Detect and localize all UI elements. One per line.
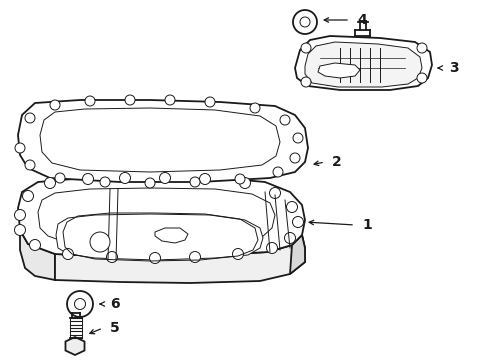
Circle shape (293, 133, 303, 143)
Circle shape (267, 243, 277, 253)
Polygon shape (56, 214, 263, 260)
Circle shape (55, 173, 65, 183)
Polygon shape (295, 36, 432, 90)
Polygon shape (18, 177, 305, 257)
Circle shape (240, 177, 250, 189)
Circle shape (232, 248, 244, 260)
Polygon shape (318, 63, 360, 78)
Circle shape (25, 160, 35, 170)
Circle shape (106, 252, 118, 262)
Circle shape (15, 143, 25, 153)
Circle shape (82, 174, 94, 185)
Circle shape (301, 43, 311, 53)
Polygon shape (18, 100, 308, 182)
Circle shape (417, 43, 427, 53)
Circle shape (160, 172, 171, 184)
Circle shape (235, 174, 245, 184)
Polygon shape (66, 337, 85, 355)
Text: 4: 4 (357, 13, 367, 27)
Circle shape (285, 233, 295, 243)
Circle shape (29, 239, 41, 251)
Circle shape (280, 115, 290, 125)
Circle shape (290, 153, 300, 163)
Circle shape (300, 17, 310, 27)
Circle shape (149, 252, 161, 264)
Polygon shape (55, 235, 305, 283)
Text: 5: 5 (110, 321, 120, 335)
Circle shape (250, 103, 260, 113)
Polygon shape (305, 42, 422, 87)
Circle shape (100, 177, 110, 187)
Circle shape (25, 113, 35, 123)
Circle shape (417, 73, 427, 83)
Circle shape (45, 177, 55, 189)
Text: 1: 1 (362, 218, 372, 232)
Circle shape (50, 100, 60, 110)
Circle shape (67, 291, 93, 317)
Circle shape (205, 97, 215, 107)
Polygon shape (20, 230, 55, 280)
Circle shape (63, 248, 74, 260)
Circle shape (125, 95, 135, 105)
Polygon shape (40, 108, 280, 172)
Circle shape (190, 252, 200, 262)
Polygon shape (38, 188, 275, 246)
Circle shape (145, 178, 155, 188)
Circle shape (15, 225, 25, 235)
Polygon shape (155, 228, 188, 243)
Circle shape (90, 232, 110, 252)
Circle shape (199, 174, 211, 185)
Circle shape (74, 298, 85, 310)
Circle shape (15, 210, 25, 220)
Circle shape (273, 167, 283, 177)
Circle shape (190, 177, 200, 187)
Text: 6: 6 (110, 297, 120, 311)
Circle shape (270, 188, 280, 198)
Circle shape (293, 10, 317, 34)
Text: 2: 2 (332, 155, 342, 169)
Circle shape (287, 202, 297, 212)
Circle shape (293, 216, 303, 228)
Circle shape (301, 77, 311, 87)
Polygon shape (290, 235, 305, 274)
Text: 3: 3 (449, 61, 459, 75)
Circle shape (85, 96, 95, 106)
Circle shape (23, 190, 33, 202)
Circle shape (120, 172, 130, 184)
Circle shape (165, 95, 175, 105)
